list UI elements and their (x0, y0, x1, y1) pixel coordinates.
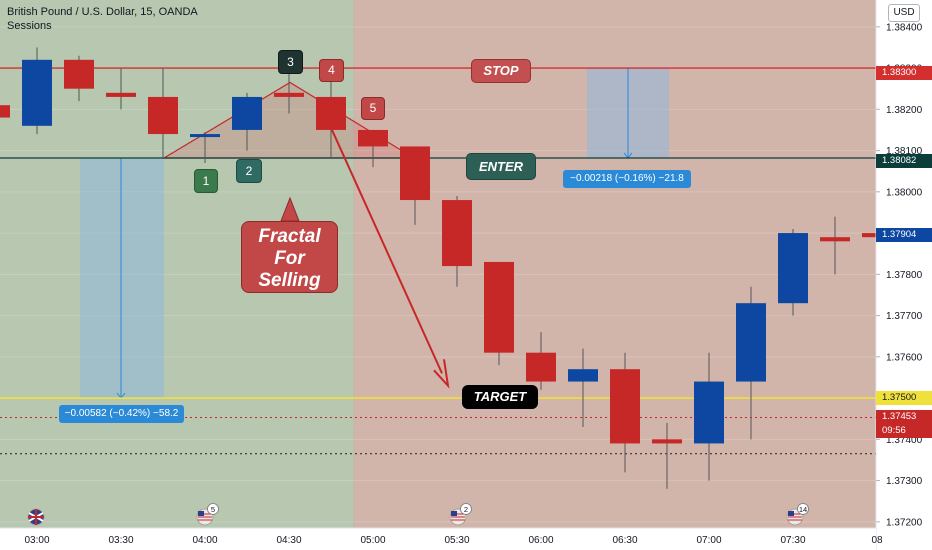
candle-body-14 (568, 369, 598, 382)
candle-body-4 (148, 96, 178, 135)
time-tick-8: 07:00 (696, 535, 721, 546)
fractal-note-line-2: For (274, 248, 305, 269)
time-tick-3: 04:30 (276, 535, 301, 546)
event-badge-count-2: 2 (464, 505, 468, 514)
price-tick-11: 1.37300 (886, 476, 923, 487)
currency-button[interactable]: USD (888, 4, 920, 22)
price-tick-6: 1.37800 (886, 270, 923, 281)
candle-body-16 (652, 439, 682, 444)
us-flag-canton-2 (451, 511, 457, 516)
fractal-point-3[interactable]: 3 (278, 50, 303, 74)
candle-body-1 (22, 59, 52, 126)
projection-arrowhead (433, 359, 450, 389)
candle-body-0 (0, 105, 10, 118)
price-tick-3: 1.38100 (886, 146, 923, 157)
countdown-label: 09:56 (876, 424, 932, 438)
price-tick-2: 1.38200 (886, 105, 923, 116)
enter-annotation[interactable]: ENTER (466, 153, 536, 180)
last-price-label: 1.37904 (876, 228, 932, 242)
price-tick-12: 1.37200 (886, 517, 923, 528)
time-tick-1: 03:30 (108, 535, 133, 546)
candle-body-20 (820, 237, 850, 242)
time-tick-5: 05:30 (444, 535, 469, 546)
fractal-point-1[interactable]: 1 (194, 169, 218, 193)
time-tick-10: 08 (871, 535, 883, 546)
time-tick-6: 06:00 (528, 535, 553, 546)
fractal-note-line-1: Fractal (258, 226, 321, 247)
price-tick-8: 1.37600 (886, 352, 923, 363)
event-badge-2 (460, 503, 472, 515)
candle-body-2 (64, 59, 94, 89)
measure-box-1 (80, 157, 164, 399)
price-tick-7: 1.37700 (886, 311, 923, 322)
us-flag-canton-1 (198, 511, 204, 516)
candle-body-11 (442, 200, 472, 267)
candle-body-9 (358, 129, 388, 147)
event-badge-count-3: 14 (799, 505, 807, 514)
target-annotation[interactable]: TARGET (462, 385, 538, 409)
candle-body-12 (484, 261, 514, 353)
candle-body-10 (400, 146, 430, 201)
candle-body-19 (778, 233, 808, 304)
candle-body-17 (694, 381, 724, 444)
candle-body-5 (190, 134, 220, 138)
fractal-note[interactable]: Fractal For Selling (241, 221, 338, 293)
event-badge-1 (207, 503, 219, 515)
time-tick-7: 06:30 (612, 535, 637, 546)
time-axis (0, 528, 876, 550)
fractal-note-line-3: Selling (258, 270, 321, 291)
price-axis (876, 0, 932, 550)
symbol-title[interactable]: British Pound / U.S. Dollar, 15, OANDA (7, 6, 198, 18)
candle-body-6 (232, 96, 262, 130)
event-badge-count-1: 5 (211, 505, 215, 514)
stop-annotation[interactable]: STOP (471, 59, 531, 83)
indicator-name[interactable]: Sessions (7, 20, 52, 32)
measure-label-2: −0.00218 (−0.16%) −21.8 (563, 170, 691, 188)
candle-body-8 (316, 96, 346, 130)
time-tick-9: 07:30 (780, 535, 805, 546)
time-tick-2: 04:00 (192, 535, 217, 546)
projection-arrow (331, 129, 443, 374)
price-tick-10: 1.37400 (886, 435, 923, 446)
fractal-point-2[interactable]: 2 (236, 159, 262, 183)
fractal-point-4[interactable]: 4 (319, 59, 344, 82)
candle-body-15 (610, 369, 640, 444)
us-flag-canton-3 (788, 511, 794, 516)
time-tick-0: 03:00 (24, 535, 49, 546)
enter-price-label: 1.38082 (876, 154, 932, 168)
current-price-label: 1.37453 (876, 410, 932, 424)
candle-body-18 (736, 303, 766, 382)
fractal-point-5[interactable]: 5 (361, 97, 385, 120)
candle-body-7 (274, 92, 304, 97)
time-tick-4: 05:00 (360, 535, 385, 546)
event-badge-3 (797, 503, 809, 515)
candle-body-3 (106, 92, 136, 97)
price-tick-4: 1.38000 (886, 187, 923, 198)
target-price-label: 1.37500 (876, 391, 932, 405)
stop-price-label: 1.38300 (876, 66, 932, 80)
measure-label-1: −0.00582 (−0.42%) −58.2 (59, 405, 184, 423)
price-tick-0: 1.38400 (886, 22, 923, 33)
candle-body-13 (526, 352, 556, 382)
